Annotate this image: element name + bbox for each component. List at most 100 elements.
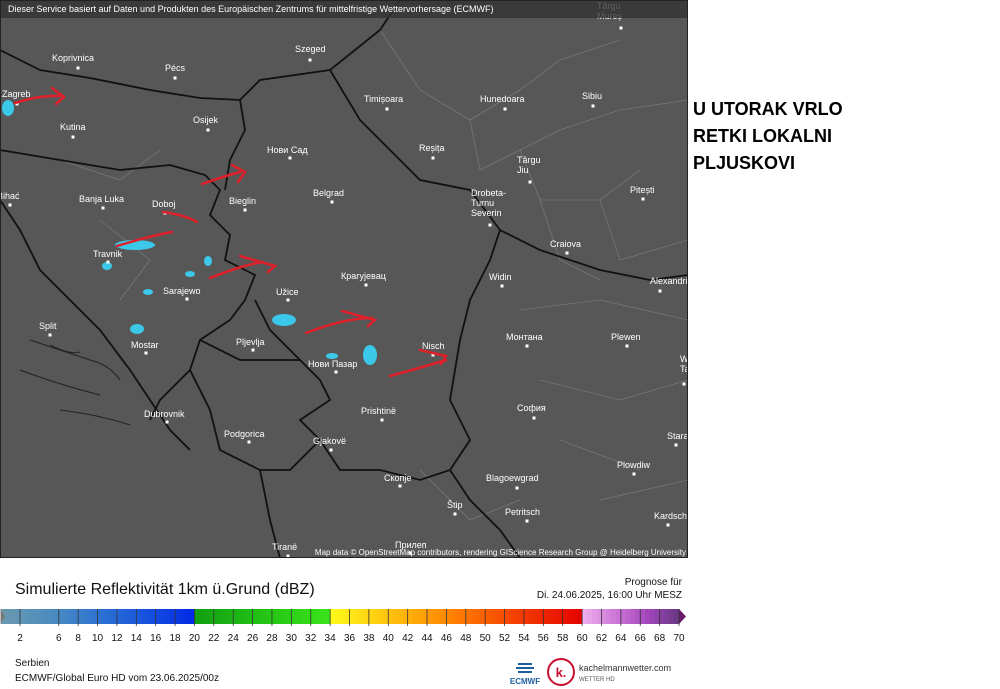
- city-label: Sarajewo: [163, 286, 201, 296]
- scale-segment: [509, 609, 515, 624]
- city-label: Craiova: [550, 239, 581, 249]
- scale-segment: [480, 609, 486, 624]
- scale-tick-label: 28: [266, 633, 278, 644]
- city-dot: [666, 523, 670, 527]
- scale-segment: [465, 609, 472, 624]
- legend-title: Simulierte Reflektivität 1km ü.Grund (dB…: [15, 581, 315, 598]
- region-borders: [59, 29, 688, 521]
- scale-segment: [591, 609, 598, 624]
- city-label: Split: [39, 321, 57, 331]
- scale-segment: [136, 609, 142, 624]
- ecmwf-logo: ECMWF: [510, 677, 540, 686]
- scale-segment: [92, 609, 99, 624]
- scale-tick-label: 50: [480, 633, 492, 644]
- ecmwf-icon: [516, 663, 534, 673]
- city-label: Zagreb: [2, 89, 31, 99]
- scale-segment: [344, 609, 351, 624]
- scale-tick-label: 40: [383, 633, 395, 644]
- scale-tick-label: 8: [75, 633, 81, 644]
- scale-tick-label: 30: [286, 633, 298, 644]
- scale-segment: [242, 609, 249, 624]
- scale-tick-label: 54: [518, 633, 530, 644]
- city-dot: [15, 102, 19, 106]
- coastline: [19, 339, 131, 426]
- scale-tick-label: 52: [499, 633, 511, 644]
- scale-segment: [586, 609, 593, 624]
- arrows: [13, 86, 448, 378]
- city-label: Banja Luka: [79, 194, 124, 204]
- legend: Simulierte Reflektivität 1km ü.Grund (dB…: [0, 577, 686, 644]
- city-dot: [525, 519, 529, 523]
- scale-segment: [82, 609, 89, 624]
- scale-segment: [155, 609, 162, 624]
- annotation-line: PLJUSKOVI: [693, 153, 795, 173]
- scale-segment: [470, 609, 477, 624]
- scale-segment: [538, 609, 544, 624]
- scale-segment: [170, 609, 176, 624]
- city-label: Pljevlja: [236, 337, 265, 347]
- scale-segment: [97, 609, 103, 624]
- scale-segment: [606, 609, 612, 624]
- city-dot: [76, 66, 80, 70]
- scale-segment: [165, 609, 171, 624]
- scale-segment: [223, 609, 229, 624]
- map: TârguMureșKoprivnicaPécsSzegedZagrebKuti…: [0, 0, 688, 558]
- scale-segment: [446, 609, 452, 624]
- scale-segment: [189, 609, 196, 624]
- scale-segment: [339, 609, 346, 624]
- scale-segment: [102, 609, 108, 624]
- scale-segment: [53, 609, 60, 624]
- city-label: Widin: [489, 272, 512, 282]
- scale-segment: [107, 609, 113, 624]
- scale-segment: [204, 609, 210, 624]
- city-dot: [243, 208, 247, 212]
- scale-segment: [562, 609, 569, 624]
- scale-segment: [645, 609, 651, 624]
- scale-segment: [397, 609, 404, 624]
- brand-sub: WETTER HD: [579, 677, 615, 683]
- city-label: Blagoewgrad: [486, 473, 539, 483]
- scale-segment: [63, 609, 70, 624]
- city-label: Нови Сад: [267, 145, 308, 155]
- scale-segment: [528, 609, 535, 624]
- scale-segment: [664, 609, 670, 624]
- scale-segment: [616, 609, 622, 624]
- scale-segment: [5, 609, 11, 624]
- city-label: Travnik: [93, 249, 123, 259]
- scale-segment: [378, 609, 385, 624]
- scale-segment: [543, 609, 549, 624]
- scale-segment: [427, 609, 433, 624]
- city-label: Нови Пазар: [308, 359, 357, 369]
- city-dot: [165, 420, 169, 424]
- scale-segment: [281, 609, 288, 624]
- scale-segment: [20, 609, 26, 624]
- city-dot: [515, 486, 519, 490]
- scale-segment: [349, 609, 355, 624]
- scale-arrow-left: [0, 609, 5, 624]
- scale-segment: [368, 609, 375, 624]
- city-dot: [398, 484, 402, 488]
- city-dot: [658, 289, 662, 293]
- scale-segment: [456, 609, 462, 624]
- scale-segment: [262, 609, 268, 624]
- city-dot: [71, 135, 75, 139]
- city-dot: [528, 180, 532, 184]
- scale-segment: [39, 609, 45, 624]
- scale-tick-label: 6: [56, 633, 62, 644]
- city-dot: [106, 260, 110, 264]
- city-label: Turnu: [471, 198, 494, 208]
- scale-tick-label: 68: [654, 633, 666, 644]
- city-dot: [619, 26, 623, 30]
- brand-icon-ring: [547, 658, 575, 686]
- precipitation: [2, 100, 377, 365]
- scale-segment: [15, 609, 21, 624]
- scale-tick-label: 46: [441, 633, 453, 644]
- city-label: Timișoara: [364, 94, 403, 104]
- scale-segment: [330, 609, 336, 624]
- city-label: Kutina: [60, 122, 86, 132]
- scale-segment: [523, 609, 530, 624]
- city-label: Doboj: [152, 199, 176, 209]
- city-label: Prishtinë: [361, 406, 396, 416]
- scale-tick-label: 64: [615, 633, 627, 644]
- scale-tick-label: 48: [460, 633, 472, 644]
